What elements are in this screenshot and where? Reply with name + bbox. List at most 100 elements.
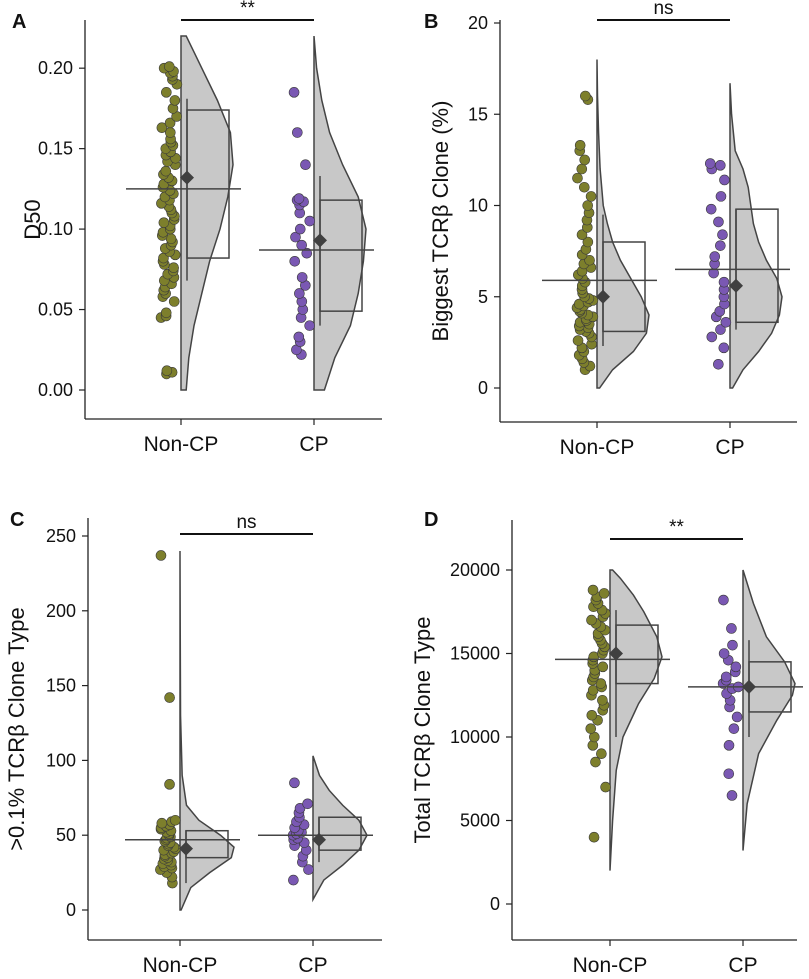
y-tick-label: 0	[478, 378, 488, 398]
data-point	[300, 159, 311, 171]
data-point	[292, 127, 303, 138]
data-point	[164, 779, 175, 790]
y-tick-label: 0.20	[38, 58, 73, 78]
data-point	[170, 814, 181, 826]
panel-b: B 0 5 10 15 20 Biggest TCRβ Clone (%) Non-CP CP n…	[424, 0, 797, 459]
y-axis-title: D50	[20, 199, 45, 239]
data-point	[302, 798, 313, 810]
x-category-label: CP	[298, 954, 327, 974]
y-tick-label: 5	[478, 287, 488, 307]
y-tick-label: 0.00	[38, 380, 73, 400]
significance-label: **	[669, 517, 684, 538]
data-point	[160, 307, 172, 319]
data-point	[165, 233, 177, 245]
panel-c: C 0 50 100 150 200 250 >0.1% TCRβ Clone Type Non…	[4, 509, 382, 977]
data-point	[713, 358, 724, 370]
y-tick-label: 0	[490, 894, 500, 914]
data-point	[720, 671, 732, 683]
data-point	[579, 181, 590, 193]
data-point	[730, 661, 742, 673]
data-point	[731, 711, 743, 723]
group-cp	[259, 35, 374, 391]
data-point	[718, 594, 729, 606]
data-point	[579, 154, 591, 166]
x-category-label: CP	[728, 954, 757, 974]
data-point	[293, 331, 305, 343]
y-tick-label: 100	[46, 750, 76, 770]
data-point	[706, 331, 718, 343]
panel-letter: B	[424, 11, 438, 33]
data-point	[598, 588, 610, 599]
panel-letter: A	[12, 11, 26, 33]
panel-letter: C	[10, 509, 24, 531]
data-point	[164, 692, 175, 703]
data-point	[597, 694, 608, 706]
data-point	[723, 768, 735, 780]
y-tick-label: 15000	[450, 644, 500, 664]
y-axis-title: Total TCRβ Clone Type	[410, 616, 435, 843]
data-point	[288, 874, 299, 886]
x-category-label: CP	[715, 436, 744, 459]
data-point	[726, 623, 737, 634]
panel-letter: D	[424, 509, 438, 531]
data-point	[587, 584, 599, 596]
data-point	[715, 160, 726, 171]
data-point	[726, 790, 738, 801]
data-point	[294, 288, 305, 299]
significance-label: **	[240, 0, 255, 19]
x-category-label: Non-CP	[573, 954, 648, 974]
data-point	[574, 139, 586, 151]
mean-diamond	[596, 289, 610, 304]
data-point	[586, 614, 597, 626]
iqr-box	[735, 208, 779, 324]
data-point	[588, 831, 600, 843]
significance-label: ns	[236, 512, 256, 533]
data-point	[289, 777, 300, 789]
data-point	[590, 756, 601, 768]
y-tick-label: 150	[46, 676, 76, 696]
data-point	[304, 320, 315, 331]
violin-half	[729, 83, 783, 389]
violin-half	[313, 35, 367, 391]
data-point	[585, 191, 597, 202]
data-point	[164, 117, 176, 129]
data-point	[289, 255, 301, 267]
violin-half	[312, 755, 368, 903]
panel-a: A 0.00 0.05 0.10 0.15 0.20 D50 Non-CP CP **	[12, 0, 382, 456]
data-point	[288, 87, 300, 98]
data-point	[168, 296, 180, 307]
y-axis-title: >0.1% TCRβ Clone Type	[4, 607, 29, 851]
group-cp	[675, 83, 790, 389]
y-tick-label: 5000	[460, 811, 500, 831]
data-point	[584, 254, 595, 266]
group-noncp	[542, 59, 657, 389]
y-tick-label: 250	[46, 526, 76, 546]
data-point	[727, 639, 738, 651]
data-point	[290, 231, 301, 243]
data-point	[303, 864, 314, 875]
data-point	[723, 740, 735, 751]
group-noncp	[126, 35, 241, 391]
group-cp	[688, 569, 803, 851]
data-point	[294, 223, 306, 235]
x-category-label: Non-CP	[143, 954, 218, 974]
data-point	[586, 709, 598, 721]
data-point	[705, 203, 717, 215]
data-point	[304, 215, 316, 227]
data-point	[709, 251, 721, 262]
data-point	[572, 335, 584, 346]
x-category-label: CP	[299, 433, 328, 456]
y-tick-label: 200	[46, 601, 76, 621]
data-point	[718, 648, 730, 659]
y-tick-label: 50	[56, 825, 76, 845]
violin-half	[179, 550, 235, 911]
mean-diamond	[179, 841, 193, 856]
y-tick-label: 15	[468, 104, 488, 124]
y-tick-label: 20000	[450, 560, 500, 580]
data-point	[582, 200, 594, 211]
significance-label: ns	[653, 0, 673, 19]
data-point	[572, 172, 583, 184]
data-point	[728, 723, 740, 734]
y-tick-label: 0.15	[38, 139, 73, 159]
